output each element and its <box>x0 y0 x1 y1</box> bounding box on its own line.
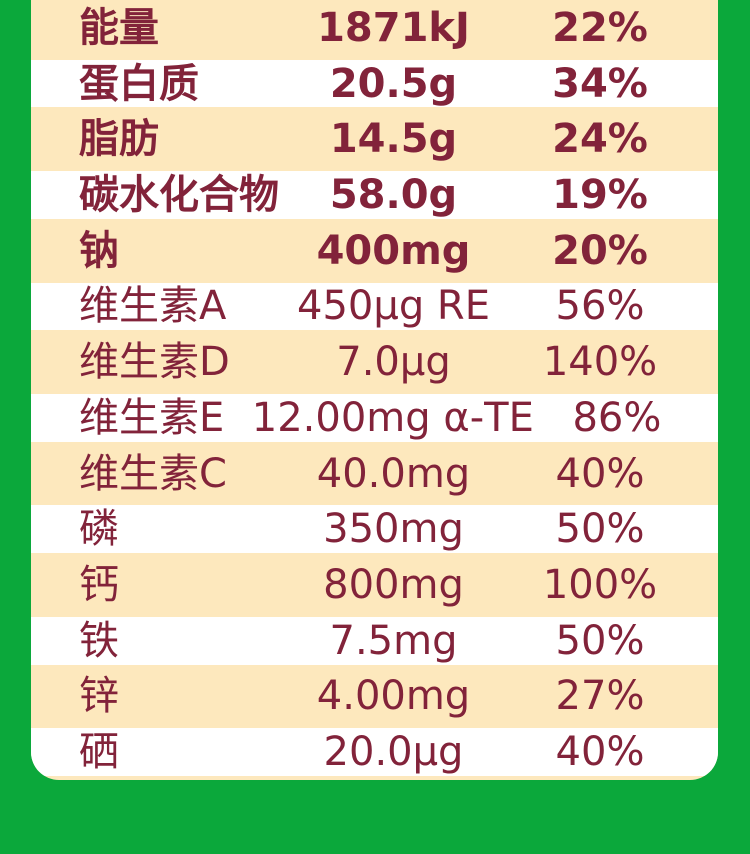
nutrient-amount: 400mg <box>316 227 471 274</box>
table-row: 碳水化合物 58.0g 19% <box>31 167 718 223</box>
nutrient-nrv-percent: 40% <box>555 450 645 497</box>
nutrient-nrv-percent: 50% <box>555 617 645 664</box>
nutrient-amount: 12.00mg α-TE <box>251 394 534 441</box>
nutrient-nrv-percent: 140% <box>542 339 658 386</box>
nutrient-amount: 14.5g <box>329 116 458 163</box>
nutrient-nrv-percent: 86% <box>572 394 662 441</box>
nutrient-name: 硒 <box>79 729 119 776</box>
table-row: 维生素C 40.0mg 40% <box>31 446 718 502</box>
table-row: 蛋白质 20.5g 34% <box>31 56 718 112</box>
nutrient-amount: 20.0μg <box>323 729 464 776</box>
table-row: 钙 800mg 100% <box>31 557 718 613</box>
table-row: 锌 4.00mg 27% <box>31 669 718 725</box>
nutrient-nrv-percent: 100% <box>542 562 658 609</box>
nutrient-nrv-percent: 27% <box>555 673 645 720</box>
nutrient-nrv-percent: 20% <box>552 227 648 274</box>
nutrient-nrv-percent: 34% <box>552 60 648 107</box>
nutrient-nrv-percent: 19% <box>552 172 648 219</box>
nutrient-amount: 1871kJ <box>317 4 470 51</box>
table-row: 脂肪 14.5g 24% <box>31 111 718 167</box>
nutrient-name: 锌 <box>79 673 119 720</box>
nutrient-name: 碳水化合物 <box>79 172 279 219</box>
table-row: 维生素D 7.0μg 140% <box>31 334 718 390</box>
nutrient-amount: 800mg <box>323 562 464 609</box>
nutrient-nrv-percent: 50% <box>555 506 645 553</box>
nutrient-amount: 58.0g <box>329 172 458 219</box>
nutrient-amount: 4.00mg <box>316 673 471 720</box>
table-row: 维生素E 12.00mg α-TE 86% <box>31 390 718 446</box>
table-row: 能量 1871kJ 22% <box>31 0 718 56</box>
nutrient-nrv-percent: 22% <box>552 4 648 51</box>
nutrient-nrv-percent: 40% <box>555 729 645 776</box>
nutrient-name: 能量 <box>79 4 159 51</box>
nutrient-name: 蛋白质 <box>79 60 199 107</box>
table-row: 钠 400mg 20% <box>31 223 718 279</box>
nutrient-nrv-percent: 56% <box>555 283 645 330</box>
nutrient-name: 钠 <box>79 227 119 274</box>
nutrient-amount: 7.0μg <box>336 339 451 386</box>
nutrient-name: 维生素E <box>79 394 225 441</box>
nutrient-name: 脂肪 <box>79 116 159 163</box>
nutrient-amount: 7.5mg <box>329 617 458 664</box>
nutrient-name: 维生素C <box>79 450 227 497</box>
nutrient-amount: 40.0mg <box>316 450 471 497</box>
table-row: 硒 20.0μg 40% <box>31 724 718 780</box>
nutrient-name: 钙 <box>79 562 119 609</box>
nutrient-amount: 450μg RE <box>297 283 490 330</box>
nutrient-amount: 20.5g <box>329 60 458 107</box>
nutrient-name: 铁 <box>79 617 119 664</box>
table-row: 铁 7.5mg 50% <box>31 613 718 669</box>
nutrition-table: 能量 1871kJ 22% 蛋白质 20.5g 34% 脂肪 14.5g 24%… <box>31 0 718 780</box>
table-row: 磷 350mg 50% <box>31 501 718 557</box>
nutrient-name: 磷 <box>79 506 119 553</box>
table-row: 维生素A 450μg RE 56% <box>31 279 718 335</box>
nutrient-amount: 350mg <box>323 506 464 553</box>
nutrient-name: 维生素D <box>79 339 230 386</box>
nutrient-nrv-percent: 24% <box>552 116 648 163</box>
nutrient-name: 维生素A <box>79 283 227 330</box>
